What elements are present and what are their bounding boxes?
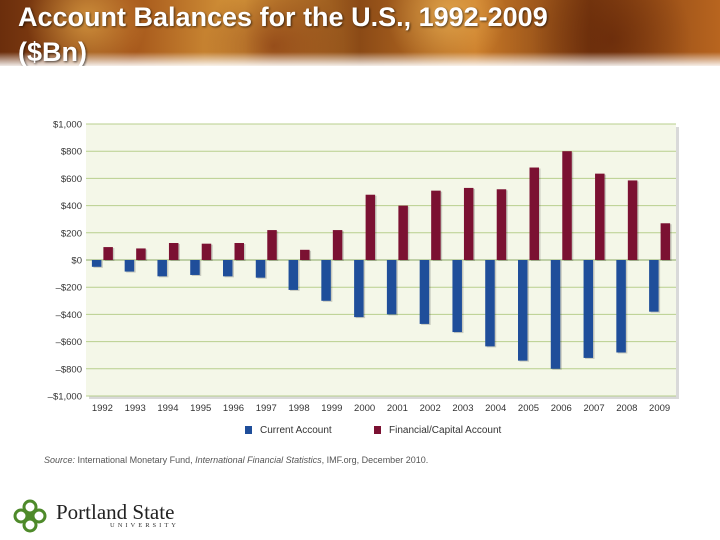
bar-current-account (91, 260, 102, 267)
bar-current-account (124, 260, 135, 272)
bar-financial-capital-account (398, 205, 408, 260)
x-tick-label: 2000 (354, 403, 375, 414)
x-tick-label: 1996 (223, 403, 244, 414)
source-label: Source: (44, 455, 76, 465)
x-tick-label: 2003 (452, 403, 473, 414)
bar-financial-capital-account (267, 230, 277, 260)
bar-current-account (255, 260, 266, 278)
y-tick-label: –$200 (56, 283, 82, 294)
bar-current-account (190, 260, 200, 275)
bar-current-account (518, 260, 528, 361)
bar-financial-capital-account (103, 247, 113, 260)
source-note: Source: International Monetary Fund, Int… (44, 455, 428, 465)
legend-swatch (245, 426, 252, 434)
x-tick-label: 2001 (387, 403, 408, 414)
x-tick-label: 1999 (321, 403, 342, 414)
title-banner: Account Balances for the U.S., 1992-2009… (0, 0, 720, 66)
x-tick-label: 2008 (616, 403, 637, 414)
y-tick-label: $600 (61, 174, 82, 185)
bar-financial-capital-account (496, 189, 507, 260)
bar-financial-capital-account (529, 167, 539, 260)
slide-title: Account Balances for the U.S., 1992-2009… (18, 0, 548, 66)
y-tick-label: –$800 (56, 364, 82, 375)
x-tick-label: 1997 (256, 403, 277, 414)
bar-current-account (485, 260, 495, 347)
y-tick-label: $1,000 (53, 120, 82, 131)
y-tick-label: –$600 (56, 337, 82, 348)
x-tick-label: 2006 (551, 403, 572, 414)
bar-current-account (583, 260, 594, 358)
source-suffix: , IMF.org, December 2010. (321, 455, 429, 465)
bar-current-account (649, 260, 659, 312)
y-tick-label: –$1,000 (48, 392, 82, 403)
logo-name: Portland State (56, 500, 175, 524)
x-tick-label: 2009 (649, 403, 670, 414)
y-tick-label: –$400 (56, 310, 82, 321)
slide-title-line2: ($Bn) (18, 37, 87, 66)
x-tick-label: 1993 (125, 403, 146, 414)
bar-current-account (616, 260, 626, 353)
bar-financial-capital-account (627, 180, 638, 260)
bar-financial-capital-account (168, 243, 179, 260)
bar-current-account (419, 260, 430, 324)
bar-financial-capital-account (136, 248, 146, 260)
x-tick-label: 2002 (420, 403, 441, 414)
x-tick-label: 1998 (288, 403, 309, 414)
bar-financial-capital-account (431, 190, 441, 260)
logo-emblem-icon (13, 499, 47, 533)
bar-current-account (157, 260, 167, 277)
source-org: International Monetary Fund, (75, 455, 196, 465)
bar-financial-capital-account (463, 187, 474, 260)
x-tick-label: 1994 (157, 403, 178, 414)
bar-current-account (452, 260, 462, 333)
bar-current-account (223, 260, 233, 277)
x-tick-label: 1995 (190, 403, 211, 414)
x-tick-label: 1992 (92, 403, 113, 414)
source-publication: International Financial Statistics (195, 455, 322, 465)
university-logo: Portland State UNIVERSITY (10, 496, 190, 536)
bar-financial-capital-account (660, 223, 671, 260)
x-tick-label: 2004 (485, 403, 506, 414)
bar-financial-capital-account (234, 243, 244, 260)
bar-current-account (321, 260, 331, 301)
bar-financial-capital-account (562, 151, 572, 260)
bar-current-account (550, 260, 561, 369)
y-tick-label: $0 (71, 256, 82, 267)
x-tick-label: 2007 (583, 403, 604, 414)
y-tick-label: $800 (61, 147, 82, 158)
legend-swatch (374, 426, 381, 434)
bar-financial-capital-account (365, 194, 376, 260)
bar-financial-capital-account (595, 173, 605, 260)
legend-label: Current Account (260, 425, 332, 436)
y-tick-label: $400 (61, 201, 82, 212)
legend-label: Financial/Capital Account (389, 425, 502, 436)
bar-current-account (288, 260, 299, 290)
logo-subtitle: UNIVERSITY (110, 522, 179, 529)
y-tick-label: $200 (61, 228, 82, 239)
x-tick-label: 2005 (518, 403, 539, 414)
bar-financial-capital-account (332, 230, 343, 260)
bar-current-account (354, 260, 364, 318)
bar-current-account (386, 260, 397, 315)
bar-financial-capital-account (201, 243, 212, 260)
bar-financial-capital-account (300, 249, 310, 260)
slide-title-line1: Account Balances for the U.S., 1992-2009 (18, 2, 548, 32)
